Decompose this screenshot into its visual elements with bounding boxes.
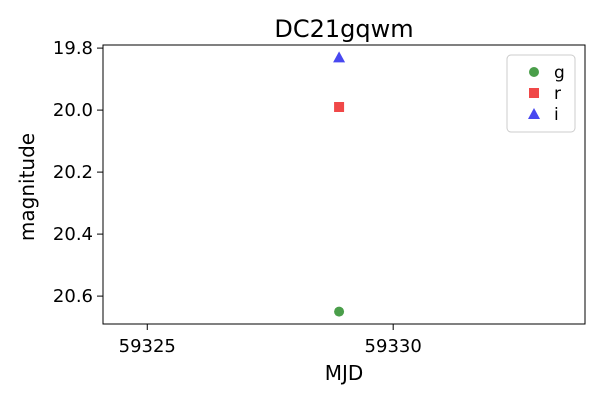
chart-title: DC21gqwm bbox=[274, 15, 413, 43]
legend-marker-g bbox=[529, 67, 539, 77]
y-tick-label: 20.2 bbox=[53, 162, 93, 183]
x-axis-ticks: 59325 59330 bbox=[119, 324, 422, 357]
plot-area bbox=[102, 44, 586, 325]
legend-label-i: i bbox=[554, 105, 559, 125]
legend-frame bbox=[506, 54, 576, 133]
data-point-r bbox=[334, 102, 345, 112]
x-axis-label: MJD bbox=[325, 361, 364, 385]
legend-label-r: r bbox=[554, 84, 561, 104]
legend-label-g: g bbox=[554, 63, 565, 83]
legend-marker-i bbox=[528, 108, 540, 119]
legend-marker-r bbox=[529, 88, 539, 98]
y-tick-label: 20.6 bbox=[53, 286, 93, 307]
y-axis-ticks: 19.8 20.0 20.2 20.4 20.6 bbox=[53, 38, 103, 307]
data-point-g bbox=[334, 306, 345, 317]
data-points bbox=[333, 51, 346, 317]
y-tick-label: 20.0 bbox=[53, 100, 93, 121]
y-axis-label: magnitude bbox=[15, 133, 39, 241]
x-tick-label: 59330 bbox=[365, 336, 422, 357]
data-point-i bbox=[333, 51, 346, 63]
x-tick-label: 59325 bbox=[119, 336, 176, 357]
y-tick-label: 20.4 bbox=[53, 224, 93, 245]
legend: gri bbox=[506, 54, 576, 133]
y-tick-label: 19.8 bbox=[53, 38, 93, 59]
